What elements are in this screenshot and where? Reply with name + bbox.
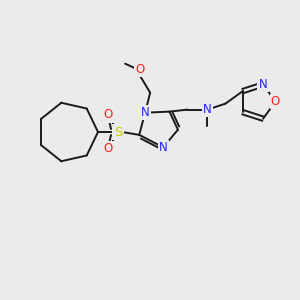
Text: N: N [159, 141, 168, 154]
Text: S: S [114, 125, 122, 139]
Text: O: O [136, 63, 145, 76]
Text: O: O [103, 109, 112, 122]
Text: N: N [141, 106, 149, 119]
Text: N: N [259, 78, 267, 91]
Text: O: O [271, 95, 280, 108]
Text: O: O [103, 142, 112, 155]
Text: N: N [203, 103, 212, 116]
